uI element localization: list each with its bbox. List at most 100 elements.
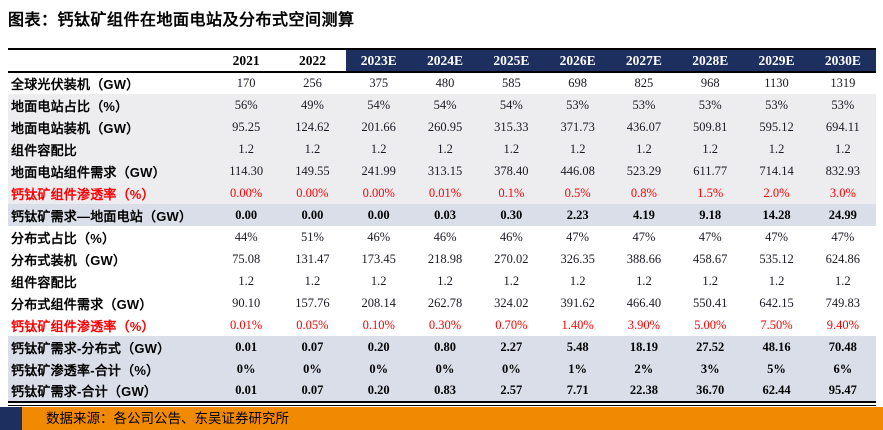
cell-value: 44% (213, 226, 280, 248)
table-row: 全球光伏装机（GW） 170 256 375 480 585 698 825 968 1130 13… (8, 72, 876, 94)
cell-value: 1.2 (544, 270, 611, 292)
cell-value: 595.12 (743, 116, 810, 138)
cell-value: 47% (677, 226, 744, 248)
cell-value: 315.33 (478, 116, 545, 138)
cell-value: 714.14 (743, 160, 810, 182)
row-label: 全球光伏装机（GW） (8, 72, 213, 94)
cell-value: 1.2 (610, 270, 678, 292)
cell-value: 173.45 (345, 248, 412, 270)
cell-value: 260.95 (411, 116, 479, 138)
calculation-table-wrapper: 2021 2022 2023E 2024E 2025E 2026E 2027E 2028E 20… (8, 48, 876, 406)
cell-value: 46% (345, 226, 412, 248)
table-row: 钙钛矿需求-合计（GW） 0.01 0.07 0.20 0.83 2.57 7.71 22.3… (8, 380, 876, 403)
cell-value: 694.11 (809, 116, 876, 138)
cell-value: 124.62 (279, 116, 346, 138)
cell-value: 458.67 (677, 248, 744, 270)
row-label: 钙钛矿组件渗透率（%） (8, 182, 213, 204)
cell-value: 170 (213, 72, 280, 94)
brand-square-decoration (0, 407, 22, 430)
column-header: 2023E (345, 48, 412, 73)
cell-value: 62.44 (743, 380, 810, 403)
table-row: 地面电站装机（GW） 95.25 124.62 201.66 260.95 315.33 3… (8, 116, 876, 138)
cell-value: 1.2 (743, 270, 810, 292)
row-label: 钙钛矿需求—地面电站（GW） (8, 204, 213, 226)
table-row: 分布式组件需求（GW） 90.10 157.76 208.14 262.78 324.02… (8, 292, 876, 314)
column-header: 2027E (610, 48, 678, 73)
cell-value: 1.5% (677, 182, 744, 204)
cell-value: 1.2 (345, 270, 412, 292)
cell-value: 54% (478, 94, 545, 116)
cell-value: 47% (610, 226, 678, 248)
cell-value: 47% (544, 226, 611, 248)
cell-value: 0.1% (478, 182, 545, 204)
cell-value: 0.5% (544, 182, 611, 204)
cell-value: 47% (809, 226, 876, 248)
cell-value: 0.00 (279, 204, 346, 226)
cell-value: 22.38 (610, 380, 678, 403)
cell-value: 53% (809, 94, 876, 116)
cell-value: 1.2 (478, 270, 545, 292)
cell-value: 131.47 (279, 248, 346, 270)
cell-value: 1.2 (677, 270, 744, 292)
cell-value: 3.90% (610, 314, 678, 336)
row-label: 地面电站装机（GW） (8, 116, 213, 138)
cell-value: 0% (213, 358, 280, 380)
cell-value: 5% (743, 358, 810, 380)
cell-value: 46% (478, 226, 545, 248)
cell-value: 391.62 (544, 292, 611, 314)
cell-value: 7.50% (743, 314, 810, 336)
cell-value: 509.81 (677, 116, 744, 138)
cell-value: 0.00 (345, 204, 412, 226)
cell-value: 1130 (743, 72, 810, 94)
cell-value: 624.86 (809, 248, 876, 270)
cell-value: 51% (279, 226, 346, 248)
row-label: 分布式占比（%） (8, 226, 213, 248)
cell-value: 2.27 (478, 336, 545, 358)
table-row: 地面电站占比（%） 56% 49% 54% 54% 54% 53% 53% 53% 53% 53% (8, 94, 876, 116)
cell-value: 388.66 (610, 248, 678, 270)
cell-value: 5.00% (677, 314, 744, 336)
cell-value: 1.2 (743, 138, 810, 160)
cell-value: 4.19 (610, 204, 678, 226)
cell-value: 324.02 (478, 292, 545, 314)
cell-value: 0.80 (411, 336, 479, 358)
cell-value: 642.15 (743, 292, 810, 314)
cell-value: 749.83 (809, 292, 876, 314)
cell-value: 1.2 (544, 138, 611, 160)
cell-value: 550.41 (677, 292, 744, 314)
cell-value: 2% (610, 358, 678, 380)
cell-value: 0% (345, 358, 412, 380)
cell-value: 0% (478, 358, 545, 380)
table-row: 分布式装机（GW） 75.08 131.47 173.45 218.98 270.02 32… (8, 248, 876, 270)
cell-value: 0.00 (213, 204, 280, 226)
cell-value: 262.78 (411, 292, 479, 314)
cell-value: 1.2 (345, 138, 412, 160)
cell-value: 371.73 (544, 116, 611, 138)
cell-value: 149.55 (279, 160, 346, 182)
cell-value: 53% (743, 94, 810, 116)
cell-value: 5.48 (544, 336, 611, 358)
row-label: 钙钛矿组件渗透率（%） (8, 314, 213, 336)
cell-value: 54% (411, 94, 479, 116)
cell-value: 241.99 (345, 160, 412, 182)
cell-value: 0.01 (213, 336, 280, 358)
column-header: 2022 (279, 48, 346, 73)
table-row: 钙钛矿组件渗透率（%） 0.01% 0.05% 0.10% 0.30% 0.70% 1.40… (8, 314, 876, 336)
cell-value: 698 (544, 72, 611, 94)
cell-value: 47% (743, 226, 810, 248)
row-label: 钙钛矿需求-合计（GW） (8, 380, 213, 403)
column-header-label (8, 48, 213, 73)
column-header: 2021 (213, 48, 280, 73)
cell-value: 49% (279, 94, 346, 116)
cell-value: 157.76 (279, 292, 346, 314)
cell-value: 1.2 (809, 270, 876, 292)
cell-value: 0.83 (411, 380, 479, 403)
cell-value: 968 (677, 72, 744, 94)
cell-value: 436.07 (610, 116, 678, 138)
table-row: 地面电站组件需求（GW） 114.30 149.55 241.99 313.15 378.… (8, 160, 876, 182)
cell-value: 1.2 (213, 270, 280, 292)
column-header: 2029E (743, 48, 810, 73)
column-header: 2025E (478, 48, 545, 73)
row-label: 组件容配比 (8, 270, 213, 292)
